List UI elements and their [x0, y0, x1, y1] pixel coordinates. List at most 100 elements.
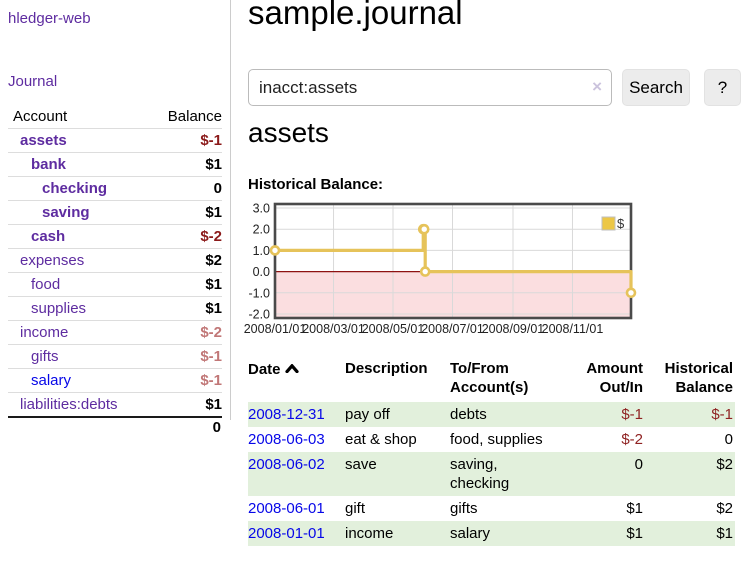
- account-row: income $-2: [8, 320, 222, 345]
- sidebar-account-link[interactable]: gifts: [31, 348, 59, 365]
- register-date-link[interactable]: 2008-12-31: [248, 406, 325, 423]
- sidebar-account-link[interactable]: income: [20, 324, 69, 341]
- account-row: bank $1: [8, 152, 222, 177]
- accounts-header-account: Account: [13, 108, 68, 125]
- account-row: food $1: [8, 272, 222, 297]
- account-balance: $-2: [151, 320, 222, 345]
- account-balance: $1: [151, 296, 222, 321]
- accounts-header-balance: Balance: [167, 108, 222, 125]
- chart-marker: [419, 266, 431, 277]
- sidebar-account-link[interactable]: expenses: [20, 252, 85, 269]
- account-balance: $-2: [151, 224, 222, 249]
- account-heading: assets: [248, 117, 329, 148]
- register-header-amount[interactable]: Amount Out/In: [586, 360, 643, 396]
- register-description: save: [345, 456, 377, 473]
- sidebar-account-link[interactable]: checking: [42, 180, 108, 197]
- account-balance: $1: [151, 200, 222, 225]
- sidebar: hledger-web Journal Account Balance asse…: [0, 0, 231, 437]
- register-accounts: debts: [450, 406, 487, 423]
- chart-section-label: Historical Balance:: [248, 176, 384, 193]
- register-amount: $1: [626, 525, 643, 542]
- register-table: Date Description To/From Account(s) Amoun…: [248, 357, 735, 546]
- register-description: gift: [345, 500, 366, 517]
- main-content: sample.journal × Search ? assets Histori…: [244, 0, 741, 582]
- account-row: gifts $-1: [8, 344, 222, 369]
- register-accounts: saving, checking: [450, 456, 510, 492]
- register-row: 2008-06-02 save saving, checking 0 $2: [248, 452, 735, 496]
- sidebar-account-link[interactable]: saving: [42, 204, 90, 221]
- register-row: 2008-12-31 pay off debts $-1 $-1: [248, 402, 735, 427]
- y-axis-tick-label: -1.0: [248, 286, 270, 300]
- brand-link[interactable]: hledger-web: [8, 10, 91, 27]
- x-axis-tick-label: 2008/03/01: [302, 322, 365, 336]
- account-row: cash $-2: [8, 224, 222, 249]
- register-date-link[interactable]: 2008-06-03: [248, 431, 325, 448]
- x-axis-tick-label: 2008/05/01: [362, 322, 425, 336]
- account-balance: $1: [151, 152, 222, 177]
- search-button[interactable]: Search: [622, 69, 690, 106]
- y-axis-tick-label: 3.0: [253, 202, 270, 216]
- account-balance: $2: [151, 248, 222, 273]
- accounts-total-balance: 0: [151, 416, 222, 437]
- register-amount: $1: [626, 500, 643, 517]
- sidebar-account-link[interactable]: assets: [20, 132, 67, 149]
- chart-marker: [269, 245, 281, 256]
- register-amount: 0: [634, 456, 643, 473]
- help-button[interactable]: ?: [704, 69, 741, 106]
- clear-search-icon[interactable]: ×: [592, 77, 602, 96]
- account-balance: $-1: [151, 368, 222, 393]
- register-header-description[interactable]: Description: [345, 360, 428, 377]
- search-form: × Search ?: [248, 69, 741, 106]
- legend-label: $: [617, 216, 625, 231]
- register-header-date[interactable]: Date: [248, 357, 345, 402]
- y-axis-tick-label: 0.0: [253, 265, 270, 279]
- y-axis-tick-label: 2.0: [253, 223, 270, 237]
- account-row: liabilities:debts $1: [8, 392, 222, 417]
- sidebar-account-link[interactable]: salary: [31, 372, 72, 389]
- sidebar-account-link[interactable]: supplies: [31, 300, 87, 317]
- page-title: sample.journal: [248, 0, 463, 31]
- register-accounts: gifts: [450, 500, 478, 517]
- register-date-link[interactable]: 2008-01-01: [248, 525, 325, 542]
- chart-marker: [625, 287, 637, 299]
- account-row: expenses $2: [8, 248, 222, 273]
- account-balance: $1: [151, 272, 222, 297]
- account-balance: $-1: [151, 344, 222, 369]
- account-row: checking 0: [8, 176, 222, 201]
- search-input[interactable]: [248, 69, 612, 106]
- y-axis-tick-label: 1.0: [253, 244, 270, 258]
- register-balance: $1: [716, 525, 733, 542]
- x-axis-tick-label: 2008/01/01: [244, 322, 307, 336]
- sidebar-item-journal[interactable]: Journal: [8, 73, 58, 90]
- sidebar-account-link[interactable]: cash: [31, 228, 66, 245]
- register-row: 2008-06-03 eat & shop food, supplies $-2 0: [248, 427, 735, 452]
- register-date-link[interactable]: 2008-06-01: [248, 500, 325, 517]
- x-axis-tick-label: 2008/09/01: [482, 322, 545, 336]
- register-balance: $-1: [711, 406, 733, 423]
- sidebar-account-link[interactable]: food: [31, 276, 61, 293]
- register-date-link[interactable]: 2008-06-02: [248, 456, 325, 473]
- register-accounts: food, supplies: [450, 431, 543, 448]
- register-balance: $2: [716, 500, 733, 517]
- register-amount: $-2: [621, 431, 643, 448]
- register-amount: $-1: [621, 406, 643, 423]
- register-header-accounts[interactable]: To/From Account(s): [450, 360, 529, 396]
- accounts-table: Account Balance assets $-1 bank $1 checking 0…: [8, 105, 222, 437]
- register-description: pay off: [345, 406, 390, 423]
- x-axis-tick-label: 2008/07/01: [421, 322, 484, 336]
- register-row: 2008-01-01 income salary $1 $1: [248, 521, 735, 546]
- historical-balance-chart[interactable]: $3.0 2.0 1.0 0.0 -1.0 -2.0 2008/01/01 2008/03/0…: [244, 200, 645, 342]
- account-row: salary $-1: [8, 368, 222, 393]
- sidebar-account-link[interactable]: liabilities:debts: [20, 396, 118, 413]
- x-axis-tick-label: 2008/11/01: [542, 322, 604, 336]
- sidebar-account-link[interactable]: bank: [31, 156, 67, 173]
- accounts-total-row: 0: [8, 416, 222, 437]
- chart-border: [273, 202, 633, 320]
- y-axis-tick-label: -2.0: [248, 308, 270, 322]
- register-balance: 0: [724, 431, 733, 448]
- account-row: assets $-1: [8, 128, 222, 153]
- sort-ascending-icon: [284, 359, 299, 378]
- account-balance: $1: [151, 392, 222, 417]
- register-header-balance[interactable]: Historical Balance: [664, 360, 733, 396]
- register-row: 2008-06-01 gift gifts $1 $2: [248, 496, 735, 521]
